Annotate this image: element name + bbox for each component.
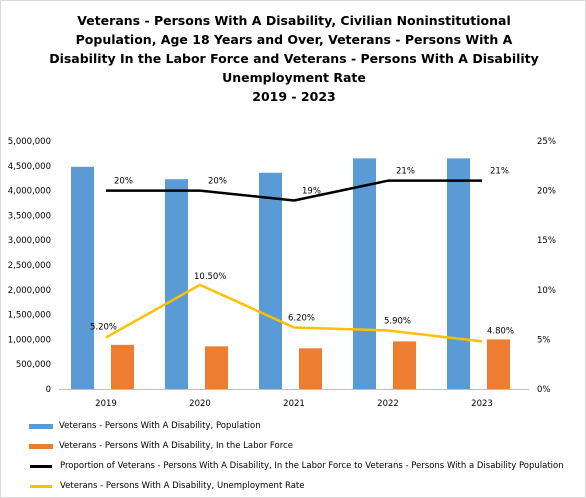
- x-tick-label: 2019: [95, 399, 117, 409]
- line-proportion: [106, 179, 482, 202]
- legend-swatch-population: [29, 423, 53, 429]
- legend-swatch-proportion: [30, 464, 52, 468]
- y-left-tick-label: 1,000,000: [8, 335, 51, 345]
- y-right-tick-label: 0%: [537, 385, 551, 395]
- legend-item-population: Veterans - Persons With A Disability, Po…: [29, 416, 579, 436]
- chart-title-line-3: Disability In the Labor Force and Vetera…: [49, 51, 539, 66]
- y-left-tick-label: 500,000: [16, 360, 51, 370]
- chart-title-line-4: Unemployment Rate: [222, 70, 366, 85]
- data-label-proportion: 20%: [208, 177, 227, 187]
- line-unemployment: [105, 283, 483, 343]
- bar-labor-force: [205, 346, 228, 389]
- y-left-tick-label: 2,000,000: [8, 286, 51, 296]
- legend-label-population: Veterans - Persons With A Disability, Po…: [59, 421, 261, 431]
- y-right-tick-label: 25%: [537, 137, 556, 147]
- data-label-proportion: 21%: [490, 167, 509, 177]
- legend-item-proportion: Proportion of Veterans - Persons With A …: [29, 456, 579, 476]
- bar-population: [165, 179, 188, 389]
- legend-label-proportion: Proportion of Veterans - Persons With A …: [60, 461, 564, 471]
- bar-labor-force: [393, 341, 416, 389]
- y-left-tick-label: 0: [46, 385, 51, 395]
- x-tick-label: 2023: [471, 399, 493, 409]
- y-left-tick-label: 3,500,000: [8, 211, 51, 221]
- y-left-tick-label: 5,000,000: [8, 137, 51, 147]
- bar-labor-force: [487, 339, 510, 389]
- x-tick-label: 2022: [377, 399, 399, 409]
- legend-item-labor-force: Veterans - Persons With A Disability, In…: [29, 436, 579, 456]
- chart-title-line-5: 2019 - 2023: [252, 89, 336, 104]
- chart-title-line-1: Veterans - Persons With A Disability, Ci…: [77, 13, 511, 28]
- y-left-tick-label: 3,000,000: [8, 236, 51, 246]
- y-right-tick-label: 10%: [537, 286, 556, 296]
- y-left-tick-label: 2,500,000: [8, 261, 51, 271]
- data-label-unemployment: 5.90%: [384, 316, 411, 326]
- legend-swatch-labor-force: [29, 443, 53, 449]
- x-tick-label: 2020: [189, 399, 211, 409]
- legend-label-unemployment: Veterans - Persons With A Disability, Un…: [60, 481, 305, 491]
- y-right-tick-label: 15%: [537, 236, 556, 246]
- y-right-tick-label: 20%: [537, 187, 556, 197]
- x-tick-label: 2021: [283, 399, 305, 409]
- legend-item-unemployment: Veterans - Persons With A Disability, Un…: [29, 476, 579, 496]
- y-left-tick-label: 4,500,000: [8, 162, 51, 172]
- legend-label-labor-force: Veterans - Persons With A Disability, In…: [59, 441, 293, 451]
- data-label-unemployment: 6.20%: [288, 313, 315, 323]
- y-left-tick-label: 4,000,000: [8, 187, 51, 197]
- legend: Veterans - Persons With A Disability, Po…: [29, 416, 579, 496]
- bar-labor-force: [111, 344, 134, 389]
- bar-population: [259, 172, 282, 389]
- legend-swatch-unemployment: [30, 484, 52, 488]
- bar-population: [447, 158, 470, 389]
- bar-population: [353, 158, 376, 389]
- data-label-unemployment: 5.20%: [90, 322, 117, 332]
- data-label-proportion: 21%: [396, 167, 415, 177]
- data-label-unemployment: 10.50%: [194, 272, 226, 282]
- data-label-proportion: 19%: [302, 187, 321, 197]
- data-label-unemployment: 4.80%: [487, 326, 514, 336]
- data-label-proportion: 20%: [114, 177, 133, 187]
- y-right-tick-label: 5%: [537, 335, 551, 345]
- chart-title: Veterans - Persons With A Disability, Ci…: [21, 11, 567, 106]
- bar-labor-force: [299, 348, 322, 389]
- bar-population: [71, 166, 94, 389]
- chart-plot: 0 500,000 1,000,000 1,500,000 2,000,000 2,500…: [8, 137, 556, 409]
- y-left-tick-label: 1,500,000: [8, 311, 51, 321]
- chart-title-line-2: Population, Age 18 Years and Over, Veter…: [75, 32, 513, 47]
